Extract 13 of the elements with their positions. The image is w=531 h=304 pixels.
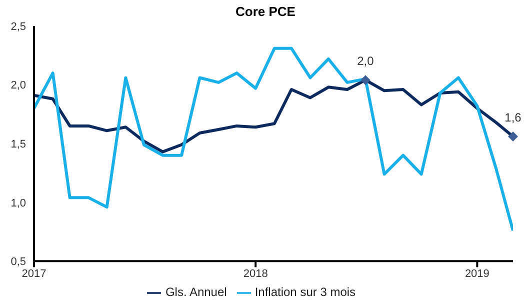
x-tick-label: 2018 xyxy=(243,268,268,280)
annotation: 2,0 xyxy=(357,54,374,68)
y-tick-label: 2,5 xyxy=(10,20,26,33)
legend-label: Gls. Annuel xyxy=(165,285,227,300)
x-tick-label: 2017 xyxy=(22,268,46,280)
y-tick-label: 1,0 xyxy=(10,197,26,210)
y-tick-label: 2,0 xyxy=(10,80,26,92)
annotation: 1,6 xyxy=(504,110,522,125)
chart-title: Core PCE xyxy=(234,4,296,19)
legend-label: Inflation sur 3 mois xyxy=(254,285,356,300)
x-tick-label: 2019 xyxy=(464,268,490,280)
y-tick-label: 0,5 xyxy=(10,256,26,268)
y-tick-label: 1,5 xyxy=(10,138,26,150)
